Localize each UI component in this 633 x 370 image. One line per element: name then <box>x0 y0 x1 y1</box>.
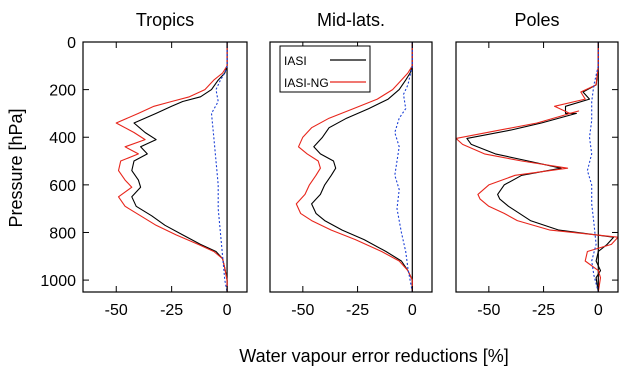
x-tick-label: -25 <box>532 302 555 319</box>
x-tick-label: 0 <box>223 302 232 319</box>
y-axis-label: Pressure [hPa] <box>6 108 26 227</box>
series-line-dotted <box>586 42 599 292</box>
y-tick-label: 1000 <box>40 273 76 290</box>
y-tick-label: 0 <box>67 35 76 52</box>
series-line-iasi <box>131 42 228 292</box>
x-axis-label: Water vapour error reductions [%] <box>239 346 508 366</box>
y-tick-label: 800 <box>49 225 76 242</box>
x-tick-label: -50 <box>477 302 500 319</box>
series-line-iasi <box>466 42 615 292</box>
legend-box <box>279 45 371 93</box>
series-line-iasi-ng <box>115 42 228 292</box>
panels-group: Tropics -50 -25 0 0 200 400 600 800 1000 Mid-lats.… <box>40 10 619 319</box>
panel-title: Tropics <box>136 10 194 30</box>
series-group <box>456 42 618 292</box>
x-tick-label: 0 <box>408 302 417 319</box>
panel-1: Mid-lats. -50 -25 0 <box>269 10 433 319</box>
panel-frame <box>269 41 433 293</box>
series-line-dotted <box>394 42 413 292</box>
series-line-iasi <box>311 42 413 292</box>
legend: IASI IASI-NG <box>279 45 371 93</box>
legend-label: IASI <box>284 54 307 68</box>
panel-frame <box>82 41 248 293</box>
series-line-iasi-ng <box>456 42 618 292</box>
series-group <box>295 42 413 292</box>
x-tick-label: -25 <box>160 302 183 319</box>
panel-title: Poles <box>514 10 559 30</box>
y-tick-label: 200 <box>49 83 76 100</box>
panel-title: Mid-lats. <box>317 10 385 30</box>
series-group <box>115 42 228 292</box>
series-line-iasi-ng <box>295 42 413 292</box>
x-tick-label: -50 <box>105 302 128 319</box>
panel-2: Poles -50 -25 0 <box>455 10 619 319</box>
legend-label: IASI-NG <box>284 76 329 90</box>
panel-0: Tropics -50 -25 0 0 200 400 600 800 1000 <box>40 10 248 319</box>
y-tick-label: 600 <box>49 178 76 195</box>
panel-frame <box>455 41 619 293</box>
x-tick-label: 0 <box>594 302 603 319</box>
x-tick-label: -25 <box>346 302 369 319</box>
x-tick-label: -50 <box>291 302 314 319</box>
y-tick-label: 400 <box>49 130 76 147</box>
